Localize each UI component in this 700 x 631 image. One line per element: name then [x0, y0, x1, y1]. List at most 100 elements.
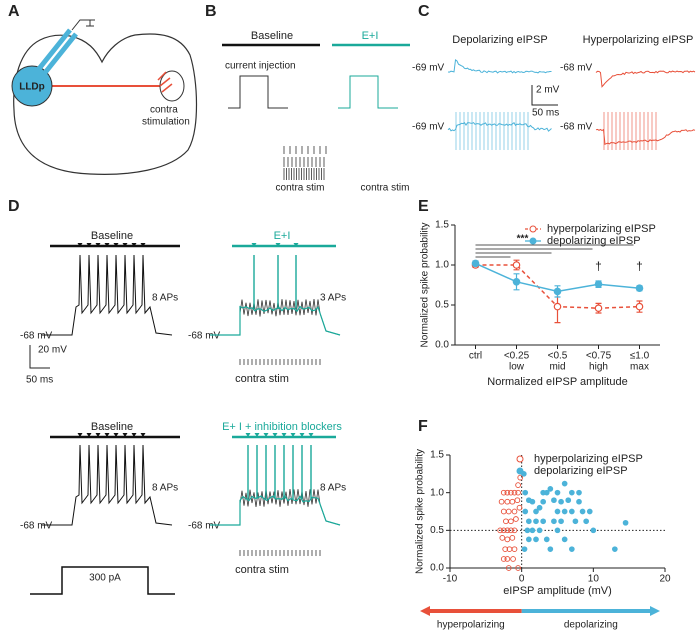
trace [210, 298, 341, 336]
data-point [515, 489, 521, 496]
spike-marker [281, 433, 287, 437]
data-point [533, 508, 539, 515]
data-point [500, 527, 507, 534]
data-point [568, 546, 575, 553]
data-point [505, 565, 512, 571]
data-point [471, 259, 480, 268]
scale-label: 2 mV [536, 85, 560, 96]
spike-marker [86, 433, 92, 437]
data-point [504, 489, 511, 496]
spike-marker [122, 243, 128, 247]
data-point [536, 504, 543, 511]
data-point [551, 497, 557, 504]
condition-label: E+ I + inhibition blockers [222, 421, 342, 433]
data-point [533, 536, 539, 543]
data-point [561, 508, 568, 515]
data-point [594, 304, 603, 313]
x-tick-sublabel: max [630, 362, 649, 373]
stim-label: contra [150, 105, 178, 116]
y-tick-label: 0.0 [430, 563, 444, 574]
data-point [522, 489, 529, 496]
data-point [540, 518, 547, 525]
data-point [512, 261, 521, 269]
y-tick-label: 1.0 [435, 260, 449, 271]
spike-marker [104, 433, 110, 437]
stim-label: contra stim [235, 564, 289, 576]
y-axis-label: Normalized spike probability [420, 222, 431, 347]
data-point [529, 498, 536, 505]
spike-marker [95, 243, 101, 247]
data-point [554, 489, 561, 496]
data-point [565, 497, 572, 504]
spike-marker [131, 433, 137, 437]
data-point [635, 284, 644, 293]
legend-marker [529, 225, 537, 233]
data-point [498, 498, 505, 505]
spike-marker [86, 243, 92, 247]
data-point [517, 474, 524, 481]
data-point [515, 565, 521, 571]
legend-marker [529, 237, 537, 245]
scale-bar [29, 345, 50, 369]
voltage-label: -68 mV [188, 331, 221, 342]
trace [42, 254, 173, 336]
x-tick-label: 0 [519, 574, 525, 585]
x-tick-label: <0.5 [548, 351, 568, 362]
data-point [533, 518, 539, 525]
panel-letter: A [8, 3, 20, 20]
spike-marker [104, 243, 110, 247]
spike-marker [113, 243, 119, 247]
electrode-wire [71, 19, 95, 31]
voltage-label: -68 mV [560, 122, 593, 133]
y-tick-label: 0.5 [435, 300, 449, 311]
data-point [504, 498, 511, 505]
protocol-label: current injection [225, 61, 296, 72]
data-point [561, 480, 568, 487]
data-point [515, 482, 521, 488]
panel-letter: C [418, 3, 430, 20]
data-point [497, 527, 504, 534]
dagger: † [636, 259, 643, 273]
data-point [508, 527, 514, 534]
data-point [524, 527, 531, 534]
column-title: Hyperpolarizing eIPSP [583, 34, 694, 46]
contra-nucleus [159, 70, 185, 102]
data-point [540, 498, 547, 505]
spike-marker [140, 433, 146, 437]
data-point [511, 527, 518, 534]
data-point [511, 546, 518, 553]
x-tick-label: ≤1.0 [630, 351, 650, 362]
voltage-label: -69 mV [412, 122, 445, 133]
current-label: 300 pA [89, 573, 121, 584]
data-point [511, 489, 518, 496]
trace [42, 444, 173, 526]
legend-label: hyperpolarizing eIPSP [547, 223, 656, 235]
brain-outline [13, 33, 198, 175]
region-label: LLDp [19, 82, 45, 93]
spike-marker [254, 433, 260, 437]
spike-marker [275, 243, 281, 247]
spike-marker [131, 243, 137, 247]
x-tick-sublabel: mid [549, 362, 565, 373]
data-point [561, 536, 568, 543]
panel-letter: E [418, 198, 429, 215]
electrode [36, 28, 78, 76]
trace [210, 495, 341, 526]
x-tick-label: 10 [588, 574, 600, 585]
stim-electrode [157, 71, 173, 93]
voltage-label: -68 mV [20, 521, 53, 532]
spike-marker [122, 433, 128, 437]
ap-count: 8 APs [152, 293, 178, 304]
panel-letter: B [205, 3, 217, 20]
current-step [338, 75, 398, 109]
spike-marker [293, 243, 299, 247]
spike-marker [95, 433, 101, 437]
data-point [500, 489, 507, 496]
data-point [611, 546, 618, 553]
data-point [543, 536, 550, 543]
data-point [536, 527, 543, 534]
x-axis-label: eIPSP amplitude (mV) [503, 585, 612, 597]
y-tick-label: 1.5 [435, 220, 449, 231]
data-point [500, 508, 507, 515]
spike-marker [77, 433, 83, 437]
